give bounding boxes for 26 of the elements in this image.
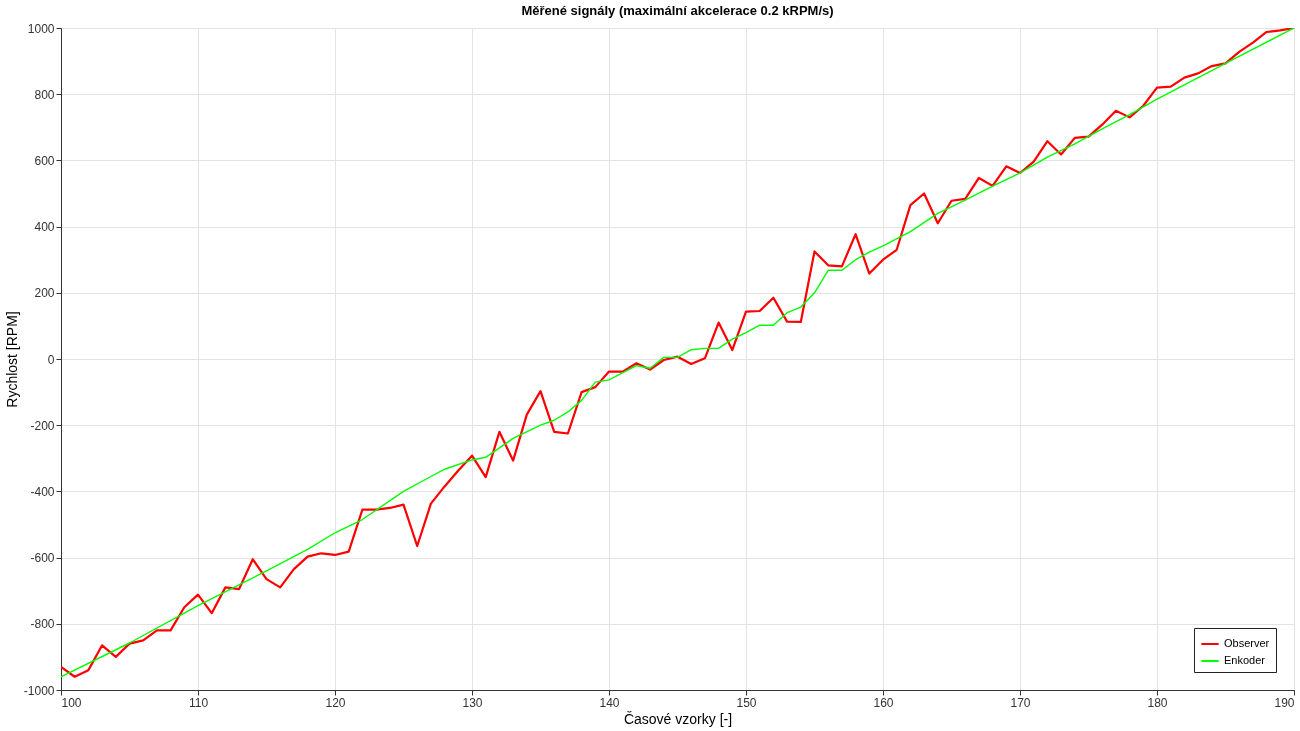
legend-label: Enkoder [1224,654,1266,666]
y-tick-label: -200 [30,418,55,433]
x-tick-label: 180 [1147,695,1168,710]
x-tick-label: 130 [462,695,483,710]
x-tick-label: 100 [61,695,82,710]
y-tick-label: 400 [34,220,55,235]
y-tick-label: 200 [34,286,55,301]
y-tick-label: 600 [34,153,55,168]
x-tick-label: 110 [188,695,209,710]
y-tick-label: -1000 [23,683,55,698]
y-tick-label: 0 [47,352,55,367]
y-axis-title: Rychlost [RPM] [3,311,20,408]
y-tick-label: 800 [34,87,55,102]
x-tick-label: 140 [599,695,620,710]
y-tick-label: -400 [30,484,55,499]
x-axis-title: Časové vzorky [-] [623,710,733,727]
y-tick-label: -600 [30,551,55,566]
chart-title: Měřené signály (maximální akcelerace 0.2 kRPM/s) [521,3,834,18]
x-tick-label: 120 [325,695,346,710]
x-tick-label: 170 [1010,695,1031,710]
x-tick-label: 150 [736,695,757,710]
y-tick-label: -800 [30,617,55,632]
legend-label: Observer [1224,637,1270,649]
y-tick-label: 1000 [27,21,55,36]
x-tick-label: 190 [1274,695,1295,710]
x-tick-label: 160 [873,695,894,710]
